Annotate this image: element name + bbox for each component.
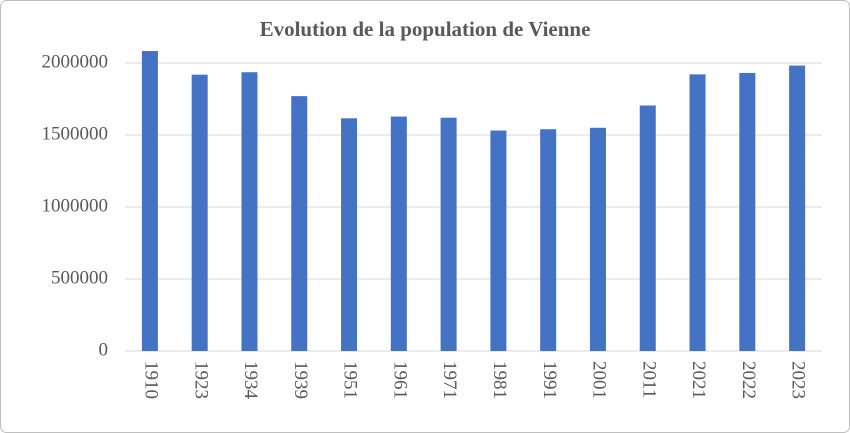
- bar: [440, 117, 457, 351]
- y-tick-label: 500000: [51, 267, 108, 288]
- bar: [540, 129, 557, 351]
- bar: [341, 118, 358, 352]
- x-tick-label: 2023: [788, 361, 809, 399]
- x-tick-label: 2021: [688, 361, 709, 399]
- bar: [291, 96, 308, 352]
- x-tick-label: 1991: [539, 361, 560, 399]
- x-tick-label: 1910: [141, 361, 162, 399]
- x-tick-label: 1939: [290, 361, 311, 399]
- bar: [639, 105, 656, 351]
- x-tick-label: 1961: [389, 361, 410, 399]
- chart-title: Evolution de la population de Vienne: [260, 17, 591, 41]
- y-tick-label: 0: [99, 339, 109, 360]
- x-tick-label: 1923: [190, 361, 211, 399]
- x-tick-label: 1971: [439, 361, 460, 399]
- x-tick-label: 2022: [738, 361, 759, 399]
- bar: [789, 65, 806, 351]
- bar: [589, 127, 606, 351]
- bar: [390, 116, 407, 352]
- bar: [191, 74, 208, 351]
- x-tick-label: 1951: [340, 361, 361, 399]
- x-tick-label: 1981: [489, 361, 510, 399]
- x-tick-label: 2011: [638, 361, 659, 398]
- bar: [689, 74, 706, 351]
- bar: [141, 51, 158, 351]
- bar: [490, 130, 507, 351]
- x-tick-label: 1934: [240, 361, 261, 400]
- y-tick-label: 1000000: [42, 195, 109, 216]
- bar: [241, 72, 258, 351]
- y-tick-label: 1500000: [42, 123, 109, 144]
- x-tick-label: 2001: [589, 361, 610, 399]
- y-tick-label: 2000000: [42, 51, 109, 72]
- bar: [739, 72, 756, 351]
